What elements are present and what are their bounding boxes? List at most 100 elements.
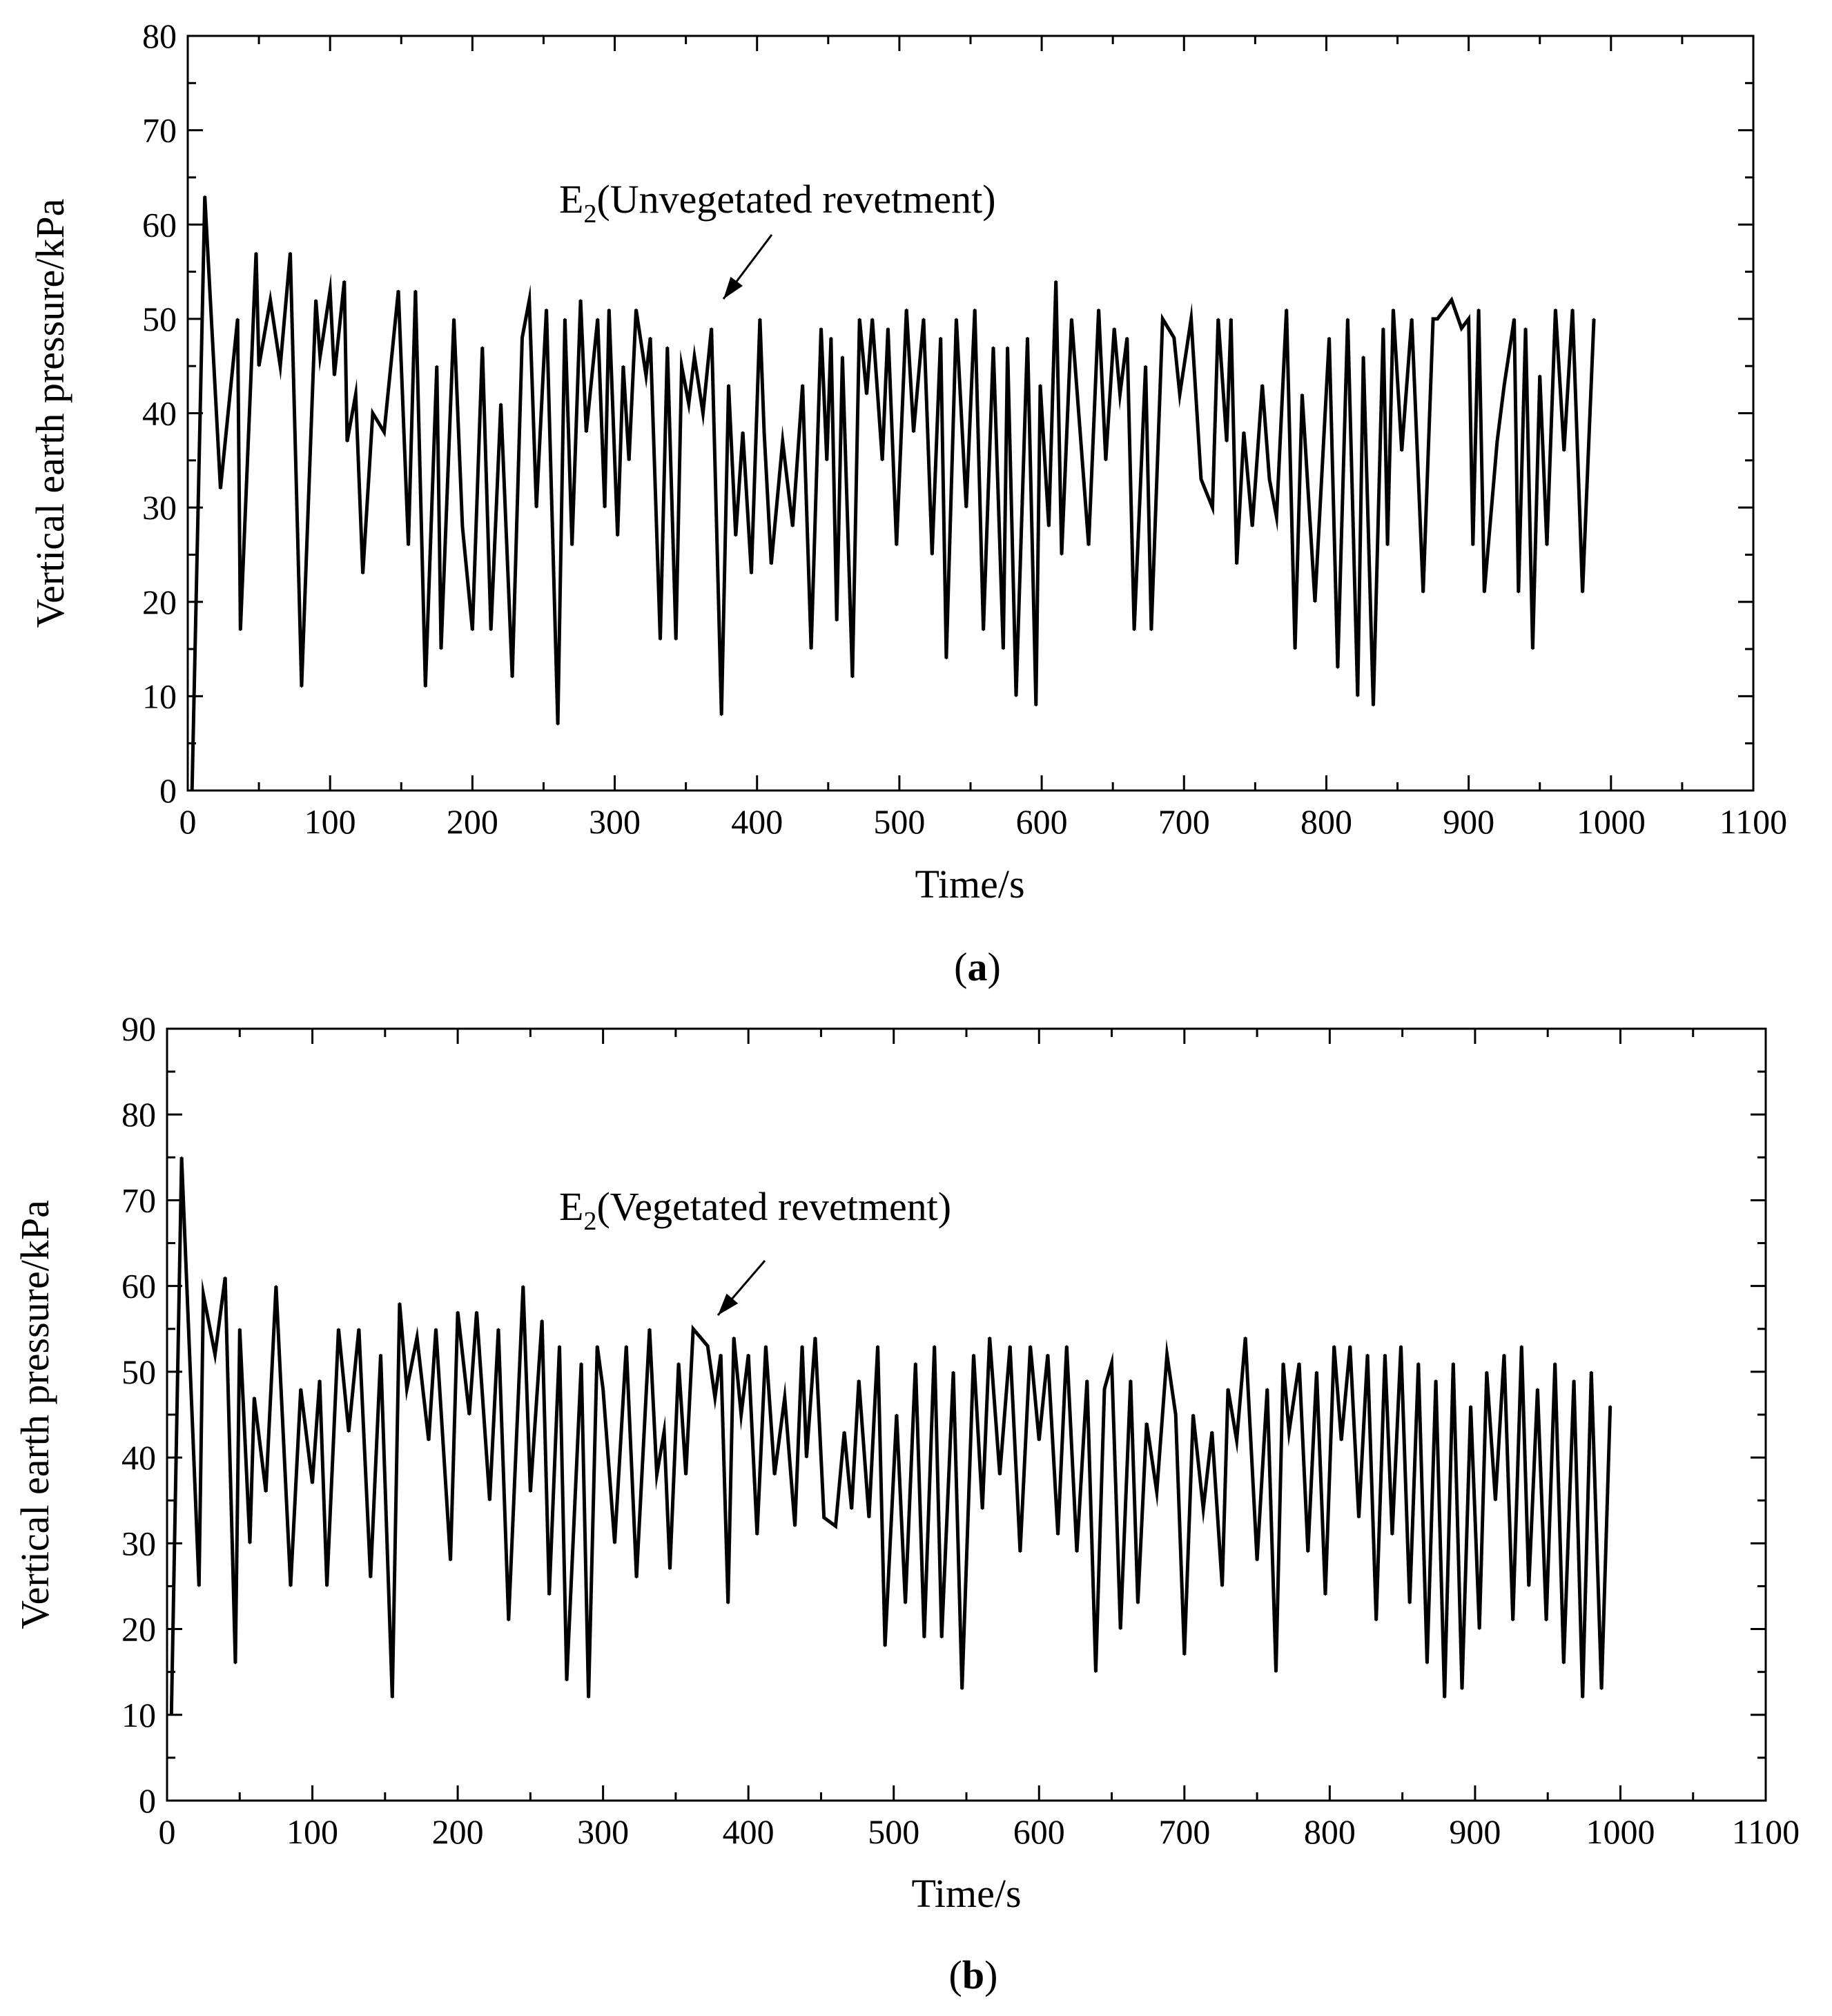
data-point xyxy=(440,648,442,650)
y-tick-label: 30 xyxy=(142,488,177,527)
data-point xyxy=(1503,1353,1505,1356)
data-point xyxy=(596,1345,598,1347)
data-point xyxy=(571,544,573,546)
data-point xyxy=(1150,629,1153,631)
data-point xyxy=(923,1636,926,1639)
y-tick-label: 0 xyxy=(159,771,177,810)
chart-panel-b: 0 100 200 300 400 500 600 700 800 900 1000 1100 0 10 2… xyxy=(12,1009,1800,1997)
data-point xyxy=(279,365,282,367)
data-point xyxy=(1294,648,1296,650)
annotation-subscript: 2 xyxy=(583,200,596,229)
data-point xyxy=(371,412,374,414)
data-point xyxy=(346,440,349,443)
data-point xyxy=(355,393,357,396)
data-point xyxy=(1503,384,1505,386)
x-tick-label: 1000 xyxy=(1586,1812,1655,1851)
data-point xyxy=(1563,449,1565,452)
data-point xyxy=(1408,1602,1411,1605)
y-axis-title: Vertical earth pressure/kPa xyxy=(12,1200,57,1629)
data-point xyxy=(1119,1628,1122,1630)
data-point xyxy=(1410,318,1413,320)
data-point xyxy=(740,1413,742,1416)
data-point xyxy=(999,1473,1001,1476)
data-point xyxy=(693,356,696,358)
data-point xyxy=(1450,299,1453,301)
data-point xyxy=(347,1431,350,1433)
x-tick-label: 200 xyxy=(432,1812,484,1851)
data-point xyxy=(1372,704,1374,707)
data-point xyxy=(759,318,761,320)
data-point xyxy=(565,1679,568,1682)
data-point xyxy=(1133,629,1136,631)
data-point xyxy=(702,412,704,414)
y-tick-label: 80 xyxy=(121,1095,156,1134)
data-point xyxy=(529,1491,532,1493)
data-point xyxy=(887,327,889,329)
data-point xyxy=(1472,544,1474,546)
data-point xyxy=(666,346,669,349)
data-point xyxy=(1256,1559,1258,1562)
data-point xyxy=(1236,563,1238,565)
y-tick-label: 30 xyxy=(121,1524,156,1562)
data-point xyxy=(1002,648,1004,650)
data-point xyxy=(663,1431,665,1433)
data-point xyxy=(507,1619,509,1622)
data-point xyxy=(707,1345,709,1347)
data-point xyxy=(1035,704,1037,707)
data-point xyxy=(300,686,303,688)
x-tick-label: 700 xyxy=(1158,802,1210,841)
data-point xyxy=(1048,525,1050,527)
data-point xyxy=(489,1500,491,1502)
data-point xyxy=(810,648,812,650)
data-point xyxy=(1113,327,1115,329)
data-point xyxy=(1592,318,1595,320)
data-point xyxy=(1008,1345,1011,1347)
data-point xyxy=(1055,280,1057,282)
data-point xyxy=(1581,1696,1583,1699)
data-point xyxy=(945,657,948,659)
data-point xyxy=(830,337,832,339)
data-point xyxy=(649,337,652,339)
x-tick-label: 800 xyxy=(1304,1812,1356,1851)
x-tick-label: 600 xyxy=(1013,1812,1065,1851)
x-tick-label: 900 xyxy=(1449,1812,1501,1851)
data-point xyxy=(1173,337,1176,339)
data-point xyxy=(1301,393,1303,396)
data-point xyxy=(965,506,968,509)
data-point xyxy=(801,384,803,386)
data-point xyxy=(835,619,838,622)
data-point xyxy=(732,1337,735,1339)
data-point xyxy=(675,639,677,641)
data-point xyxy=(1477,309,1480,311)
data-point xyxy=(1581,591,1583,594)
data-point xyxy=(1494,1500,1497,1502)
x-tick-label: 500 xyxy=(868,1812,919,1851)
x-tick-label: 600 xyxy=(1016,802,1068,841)
y-tick-label: 70 xyxy=(121,1181,156,1219)
data-point xyxy=(315,299,317,301)
data-point xyxy=(535,506,538,509)
y-tick-label: 0 xyxy=(139,1781,156,1820)
data-point xyxy=(1432,318,1434,320)
data-point xyxy=(329,289,331,292)
data-point xyxy=(1026,337,1029,339)
data-point xyxy=(806,1456,808,1459)
data-point xyxy=(770,563,772,565)
data-point xyxy=(1324,1593,1327,1596)
data-point xyxy=(1298,1362,1300,1364)
x-tick-label: 500 xyxy=(873,802,925,841)
data-point xyxy=(669,1568,671,1570)
data-point xyxy=(616,534,618,537)
data-point xyxy=(961,1688,963,1690)
data-point xyxy=(656,1473,658,1476)
data-point xyxy=(511,676,514,679)
data-point xyxy=(1111,1362,1113,1364)
x-tick-label: 400 xyxy=(723,1812,774,1851)
data-point xyxy=(1590,1370,1592,1373)
data-point xyxy=(1006,346,1008,349)
data-point xyxy=(249,1542,251,1544)
data-point xyxy=(264,1491,267,1493)
data-point xyxy=(333,374,335,377)
